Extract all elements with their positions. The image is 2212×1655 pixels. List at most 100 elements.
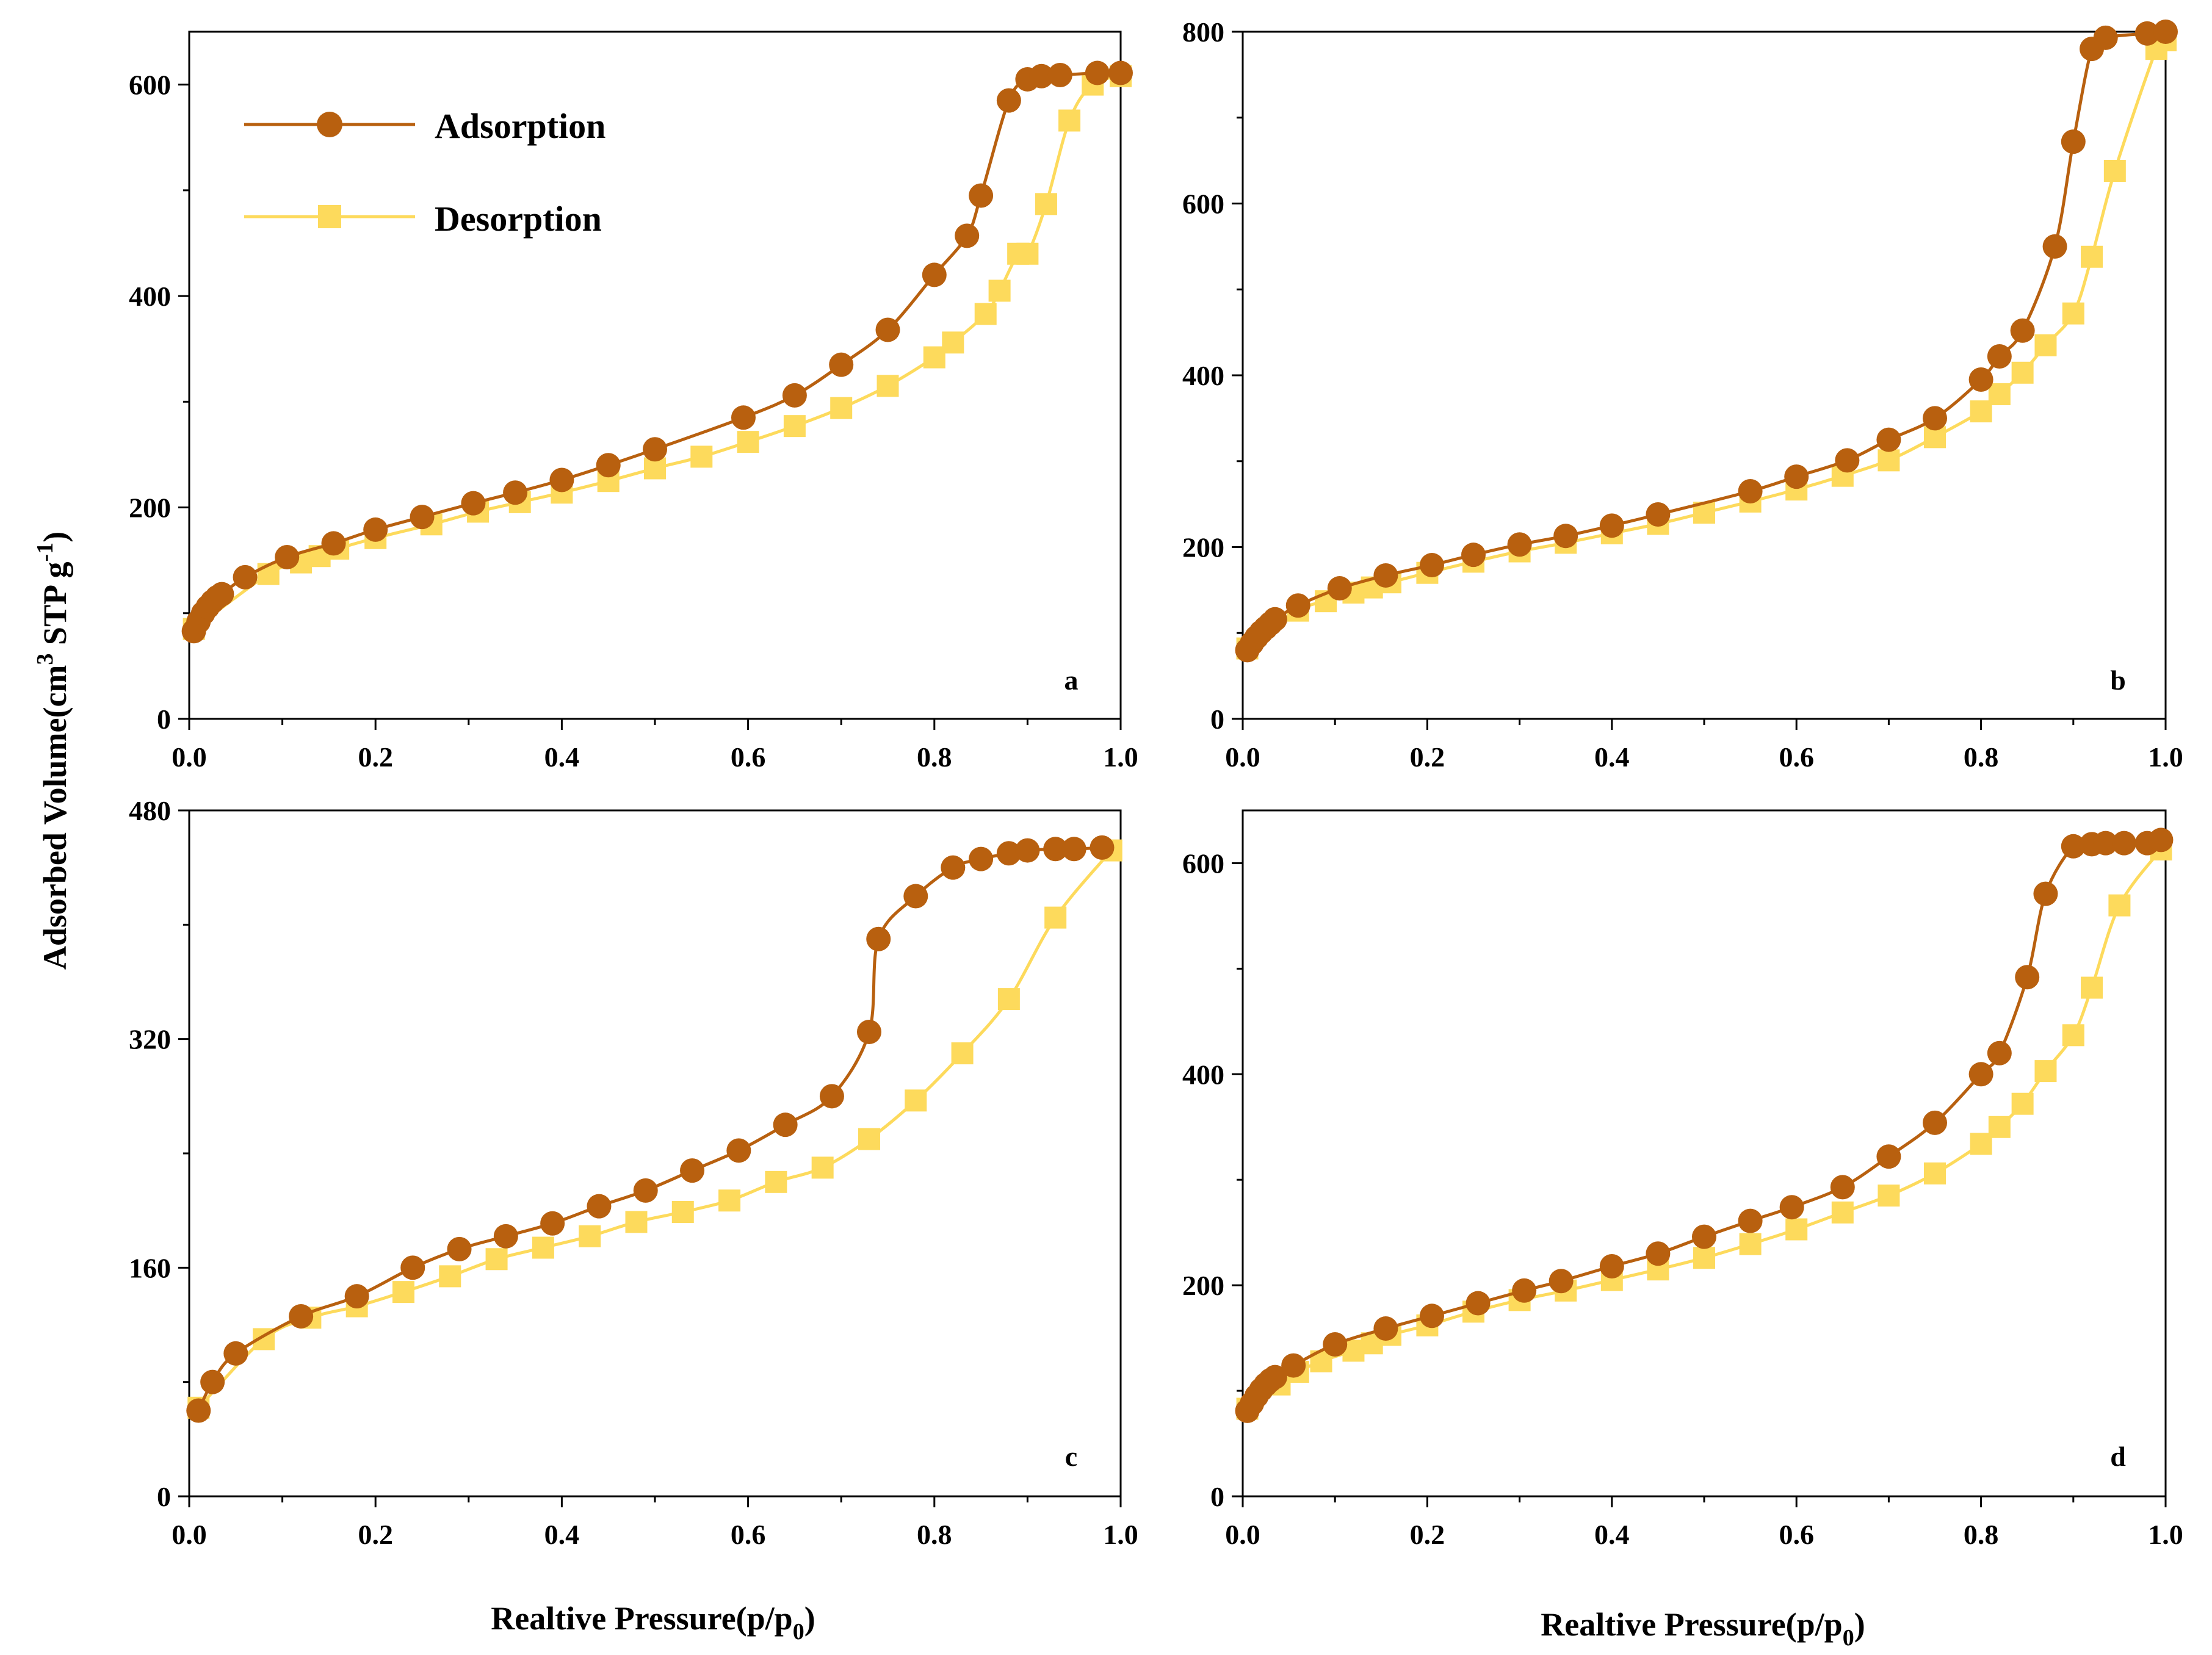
y-tick-label: 480 (129, 795, 171, 826)
adsorption-point (1108, 60, 1133, 85)
adsorption-point (186, 1398, 211, 1423)
desorption-point (811, 1156, 834, 1179)
desorption-point (1878, 1184, 1900, 1207)
adsorption-point (1373, 563, 1398, 588)
legend-desorption-label: Desorption (435, 199, 602, 239)
x-tick-label: 0.0 (172, 741, 207, 773)
adsorption-point (1507, 532, 1532, 557)
desorption-point (2081, 245, 2103, 268)
series-adsorption-c (186, 835, 1115, 1423)
desorption-point (997, 988, 1020, 1011)
desorption-point (905, 1089, 927, 1112)
adsorption-point (2149, 828, 2174, 853)
desorption-point (830, 397, 853, 419)
adsorption-point (1085, 60, 1110, 85)
desorption-point (1970, 1133, 1992, 1155)
desorption-point (951, 1042, 974, 1065)
adsorption-point (643, 437, 667, 462)
desorption-point (579, 1225, 601, 1247)
x-tick-label: 1.0 (1103, 741, 1138, 773)
panel-c: 0.0 0.2 0.4 0.6 0.8 1.0 0 160 320 480 c (129, 795, 1138, 1550)
adsorption-point (1779, 1195, 1804, 1220)
adsorption-point (922, 262, 947, 287)
adsorption-point (1968, 367, 1993, 392)
adsorption-point (875, 317, 900, 342)
panel-label-c: c (1065, 1441, 1077, 1472)
y-tick-label: 400 (1182, 360, 1224, 391)
adsorption-point (410, 505, 435, 530)
adsorption-point (289, 1303, 314, 1329)
desorption-point (1878, 449, 1900, 472)
plot-frame-d (1242, 809, 2167, 1498)
adsorption-point (2010, 318, 2035, 343)
adsorption-point (1830, 1175, 1855, 1200)
adsorption-point (1549, 1269, 1574, 1294)
adsorption-point (1047, 63, 1072, 88)
series-adsorption-d (1235, 828, 2174, 1423)
adsorption-point (1876, 427, 1901, 452)
x-tick-label: 0.6 (731, 1519, 766, 1550)
desorption-point (485, 1248, 508, 1271)
x-tick-label: 0.8 (1964, 1519, 1999, 1550)
desorption-point (1739, 1233, 1762, 1255)
x-tick-label: 0.8 (1964, 741, 1999, 773)
adsorption-point (2042, 234, 2067, 259)
adsorption-point (829, 352, 854, 377)
x-tick-label: 0.4 (544, 741, 580, 773)
adsorption-point (223, 1341, 248, 1366)
y-tick-label: 600 (129, 70, 171, 101)
adsorption-point (1461, 543, 1486, 568)
desorption-point (392, 1281, 414, 1303)
x-tick-label: 0.8 (917, 1519, 952, 1550)
desorption-line (197, 849, 1113, 1409)
adsorption-point (1061, 837, 1086, 862)
adsorption-point (680, 1158, 705, 1183)
adsorption-point (2153, 20, 2178, 44)
desorption-point (783, 415, 806, 438)
adsorption-point (1285, 593, 1310, 618)
y-tick-label: 320 (129, 1024, 171, 1055)
desorption-point (1970, 400, 1992, 423)
desorption-point (439, 1265, 461, 1288)
adsorption-point (1281, 1353, 1306, 1378)
x-tick-label: 1.0 (1103, 1519, 1138, 1550)
adsorption-point (1043, 837, 1068, 862)
desorption-point (625, 1211, 648, 1233)
desorption-point (1035, 193, 1057, 215)
desorption-point (2081, 976, 2103, 999)
desorption-point (2034, 334, 2057, 356)
adsorption-point (1466, 1291, 1491, 1316)
adsorption-point (2033, 881, 2058, 906)
x-axis-title-right: Realtive Pressure(p/p0) (1541, 1606, 1865, 1651)
y-tick-label: 160 (129, 1252, 171, 1283)
series-adsorption-a (181, 60, 1133, 644)
adsorption-point (1692, 1224, 1716, 1249)
adsorption-point (1738, 479, 1763, 504)
adsorption-point (321, 531, 346, 556)
desorption-point (1044, 906, 1067, 929)
adsorption-point (209, 582, 234, 607)
series-adsorption-b (1235, 20, 2178, 663)
adsorption-point (2093, 25, 2118, 50)
adsorption-point (1968, 1062, 1993, 1087)
adsorption-point (2061, 834, 2086, 859)
y-axis-title: Adsorbed Volume(cm3 STP g-1) (32, 532, 73, 970)
desorption-point (988, 279, 1011, 302)
adsorption-point (1262, 1365, 1287, 1390)
desorption-point (765, 1170, 787, 1193)
adsorption-point (503, 480, 528, 505)
adsorption-point (200, 1369, 225, 1394)
series-desorption-a (183, 65, 1132, 640)
adsorption-point (587, 1194, 612, 1219)
desorption-point (942, 331, 964, 354)
adsorption-point (1327, 576, 1352, 601)
desorption-point (2011, 1092, 2034, 1115)
desorption-point (1924, 1162, 1946, 1184)
x-tick-label: 0.2 (1410, 741, 1445, 773)
adsorption-point (275, 544, 300, 569)
y-tick-label: 0 (1210, 1481, 1224, 1512)
x-tick-label: 0.0 (1225, 1519, 1260, 1550)
adsorption-point (493, 1224, 518, 1249)
adsorption-point (1373, 1316, 1398, 1341)
